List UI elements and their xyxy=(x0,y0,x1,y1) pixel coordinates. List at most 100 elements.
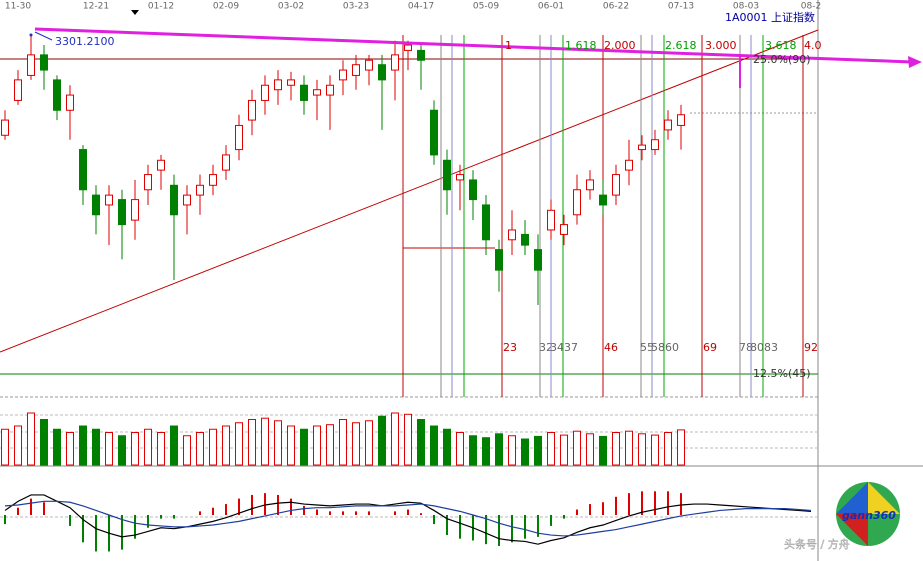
candle-body xyxy=(560,224,568,235)
peak-label: 3301.2100 xyxy=(55,35,115,48)
volume-bar xyxy=(105,432,113,466)
volume-bar xyxy=(313,425,321,466)
candle-body xyxy=(573,189,581,216)
x-tick-label: 03-02 xyxy=(278,2,304,12)
volume-bar xyxy=(157,432,165,466)
cycle-label: 58 xyxy=(651,341,665,354)
chart-title: 1A0001 上证指数 xyxy=(725,10,815,24)
volume-bar xyxy=(144,428,152,466)
macd-line xyxy=(4,500,812,537)
volume-bar xyxy=(599,435,607,466)
level-label: 12.5%(45) xyxy=(753,367,811,380)
candle-body xyxy=(391,54,399,71)
candle-body xyxy=(586,179,594,191)
candle-body xyxy=(40,54,48,71)
volume-bar xyxy=(209,428,217,466)
cycle-label: 37 xyxy=(564,341,578,354)
volume-bar xyxy=(92,428,100,466)
x-tick-label: 08-2 xyxy=(801,2,821,12)
candle-body xyxy=(300,84,308,101)
volume-bar xyxy=(40,419,48,466)
volume-bar xyxy=(287,425,295,466)
candle-body xyxy=(599,194,607,206)
volume-bar xyxy=(547,432,555,466)
macd-line xyxy=(4,494,812,545)
volume-bar xyxy=(482,437,490,466)
fib-label: 2.000 xyxy=(604,39,636,52)
candle-body xyxy=(118,199,126,226)
volume-bar xyxy=(274,420,282,466)
logo-text: gann360 xyxy=(842,509,896,522)
cycle-label: 80 xyxy=(750,341,764,354)
candle-body xyxy=(378,64,386,81)
watermark: 头条号 / 方舟 xyxy=(784,537,850,551)
candle-body xyxy=(469,179,477,201)
x-tick-label: 06-01 xyxy=(538,2,564,12)
logo-segment xyxy=(868,482,900,514)
candle-body xyxy=(456,174,464,181)
candle-body xyxy=(404,44,412,51)
volume-bar xyxy=(586,433,594,466)
volume-bar xyxy=(261,417,269,466)
volume-bar xyxy=(53,428,61,466)
plot: 11-30 12-21 01-12 02-09 03-02 03-23 04-17 05-09… xyxy=(1,2,821,552)
arrowhead xyxy=(908,56,922,68)
candle-body xyxy=(209,174,217,186)
overlays: 3301.2100 1A0001 上证指数 1 1.618 2.000 2.61… xyxy=(34,10,922,380)
candle-body xyxy=(547,209,555,231)
volume-bar xyxy=(404,413,412,466)
cycle-label: 78 xyxy=(739,341,753,354)
fib-label: 3.000 xyxy=(705,39,737,52)
x-tick-label: 03-23 xyxy=(343,2,369,12)
candle-body xyxy=(677,114,685,126)
marker xyxy=(131,10,139,15)
volume-bar xyxy=(183,435,191,466)
candle-body xyxy=(248,99,256,121)
volume-bar xyxy=(677,429,685,466)
candle-body xyxy=(417,49,425,61)
candle-body xyxy=(144,174,152,191)
volume-bar xyxy=(14,425,22,466)
candle-body xyxy=(430,109,438,156)
candle-body xyxy=(365,59,373,71)
volume-bar xyxy=(664,432,672,466)
candle-body xyxy=(352,64,360,76)
candle-body xyxy=(443,159,451,191)
fib-label: 2.618 xyxy=(665,39,697,52)
candle-body xyxy=(274,79,282,91)
volume-bar xyxy=(391,412,399,466)
candle-body xyxy=(170,184,178,216)
candle-body xyxy=(612,174,620,196)
volume-bar xyxy=(196,432,204,466)
candle-body xyxy=(651,139,659,151)
volume-bar xyxy=(118,435,126,466)
volume-bar xyxy=(27,412,35,466)
cycle-label: 34 xyxy=(550,341,564,354)
volume-bar xyxy=(66,432,74,466)
candle-body xyxy=(664,119,672,131)
x-tick-label: 11-30 xyxy=(5,2,31,12)
volume-bar xyxy=(573,430,581,466)
candle-body xyxy=(495,249,503,271)
x-tick-label: 02-09 xyxy=(213,2,239,12)
candle-body xyxy=(326,84,334,96)
candle-body xyxy=(313,89,321,96)
candle-body xyxy=(534,249,542,271)
volume-bar xyxy=(417,419,425,466)
candle-body xyxy=(235,124,243,151)
volume-bar xyxy=(430,425,438,466)
volume-bar xyxy=(378,415,386,466)
cycle-label: 23 xyxy=(503,341,517,354)
volume-bar xyxy=(365,420,373,466)
cycle-label: 60 xyxy=(665,341,679,354)
volume-bar xyxy=(508,435,516,466)
cycle-label: 69 xyxy=(703,341,717,354)
volume-bar xyxy=(326,424,334,466)
x-tick-label: 01-12 xyxy=(148,2,174,12)
candle-body xyxy=(1,119,9,136)
candle-body xyxy=(53,79,61,111)
volume-bar xyxy=(131,432,139,466)
